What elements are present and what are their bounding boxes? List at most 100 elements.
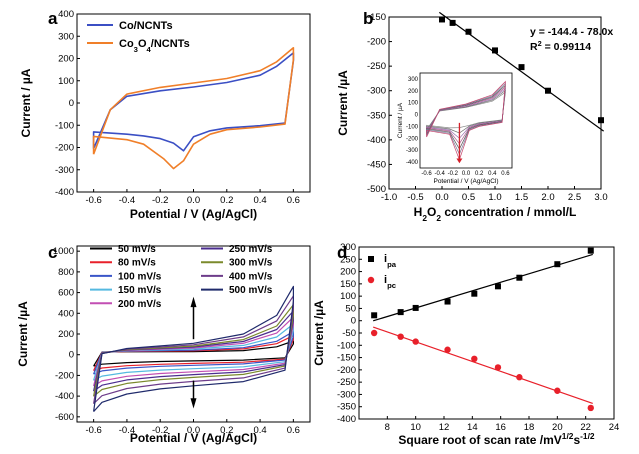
panel-label-a: a [48,9,58,28]
y-tick-label: 100 [58,76,74,87]
x-tick-label: -0.2 [152,425,168,436]
x-tick-label: -0.4 [119,425,135,436]
legend-label: 300 mV/s [229,258,273,269]
x-axis-label-part: 2 [422,213,427,223]
inset-cv-curve [426,89,506,134]
legend-label: 80 mV/s [118,258,156,269]
data-point-ipa [587,247,594,254]
y-tick-label: 50 [345,303,356,314]
inset-x-tick: 0.2 [475,171,484,177]
data-point-ipa [412,304,419,311]
x-tick-label: 0.6 [287,195,300,206]
data-point [465,28,472,35]
y-tick-label: -450 [367,159,386,170]
y-tick-label: -200 [337,365,356,376]
inset-x-tick: -0.2 [448,171,459,177]
data-point-ipc [516,374,523,381]
inset-y-label: Current / µA [397,102,404,138]
y-tick-label: -100 [337,340,356,351]
y-tick-label: -300 [55,165,74,176]
r-squared: R2 = 0.99114 [530,39,591,54]
data-point-ipc [471,355,478,362]
x-axis-label-part: Square root of scan rate /mV [398,433,561,447]
x-tick-label: -0.6 [85,425,101,436]
x-axis-label: Square root of scan rate /mV1/2s-1/2 [398,431,595,447]
x-tick-label: 2.0 [541,192,554,203]
legend-label: 200 mV/s [118,299,162,310]
y-tick-label: 800 [58,267,74,278]
panel-a: -0.6 -0.4 -0.2 0.0 0.2 0.4 0.6 400 300 200 100 0 -10… [19,9,311,221]
data-point-ipa [494,283,501,290]
data-point-ipa [444,298,451,305]
inset-x-tick: 0.0 [462,171,471,177]
inset-x-tick: -0.4 [435,171,446,177]
y-tick-label: -500 [367,184,386,195]
x-tick-label: 3.0 [594,192,607,203]
x-tick-label: 0.6 [287,425,300,436]
x-tick-label: 22 [580,422,591,433]
r-squared-part: = 0.99114 [542,41,592,53]
y-tick-label: -250 [337,377,356,388]
inset-y-tick: -200 [406,136,419,142]
x-tick-label: -0.5 [407,192,423,203]
x-tick-label: 24 [609,422,620,433]
y-tick-label: 600 [58,288,74,299]
x-axis-label-part: H [414,205,423,219]
legend-label-part: i [384,274,387,286]
y-tick-label: 200 [340,267,356,278]
x-axis-label: Potential / V (Ag/AgCl) [130,207,257,221]
inset-cv-curve [426,91,506,130]
data-point-ipc [412,338,419,345]
x-tick-label: 0.2 [220,425,233,436]
y-tick-label: 0 [69,98,74,109]
x-tick-label: 0.0 [187,195,200,206]
legend-marker [367,276,375,284]
x-tick-label: 10 [410,422,421,433]
inset-y-tick: 0 [415,113,419,119]
inset-y-tick: -400 [406,160,419,166]
x-tick-label: 0.4 [253,425,266,436]
x-tick-label: 2.5 [568,192,581,203]
x-axis-label-part: 2 [436,213,441,223]
data-point-ipc [494,364,502,371]
legend-label-part: 3 [134,45,138,54]
x-tick-label: 0.4 [253,195,266,206]
r-squared-part: 2 [538,39,542,48]
fit-equation: y = -144.4 - 78.0x [530,26,613,38]
y-tick-label: 0 [69,350,74,361]
legend-label-part: pc [387,281,397,290]
y-tick-label: -300 [367,86,386,97]
x-tick-label: -1.0 [381,192,397,203]
x-tick-label: 0.5 [462,192,475,203]
y-tick-label: -350 [337,402,356,413]
x-tick-label: 18 [524,422,535,433]
y-tick-label: -100 [55,120,74,131]
x-tick-label: 0.0 [187,425,200,436]
y-axis-label: Current /µA [312,300,326,366]
legend-marker [368,256,374,262]
inset-plot: -0.6 -0.4 -0.2 0.0 0.2 0.4 0.6 300 200 100 0 -100 -2… [397,72,513,185]
inset-arrow-head [456,158,463,164]
legend-label: 50 mV/s [118,244,156,255]
x-axis-label: Potential / V (Ag/AgCl) [130,431,257,445]
y-tick-label: -250 [367,61,386,72]
down-arrow-head [190,398,197,409]
panel-label-b: b [363,9,373,28]
legend-label: 400 mV/s [229,271,273,282]
y-tick-label: -150 [367,12,386,23]
x-tick-label: 0.2 [220,195,233,206]
y-tick-label: -50 [342,328,356,339]
data-point-ipc [444,346,451,353]
legend-label: ipa [384,253,397,269]
data-point [492,47,498,54]
plot-frame [358,246,615,420]
x-tick-label: 16 [495,422,506,433]
y-tick-label: 300 [58,31,74,42]
y-tick-label: 200 [58,329,74,340]
x-axis-label: H2O2 concentration / mmol/L [414,205,577,223]
x-tick-label: 0.0 [435,192,448,203]
x-tick-label: -0.2 [152,195,168,206]
legend-label-part: /NCNTs [151,38,190,50]
r-squared-part: R [530,41,538,53]
inset-y-tick: -300 [406,148,419,154]
